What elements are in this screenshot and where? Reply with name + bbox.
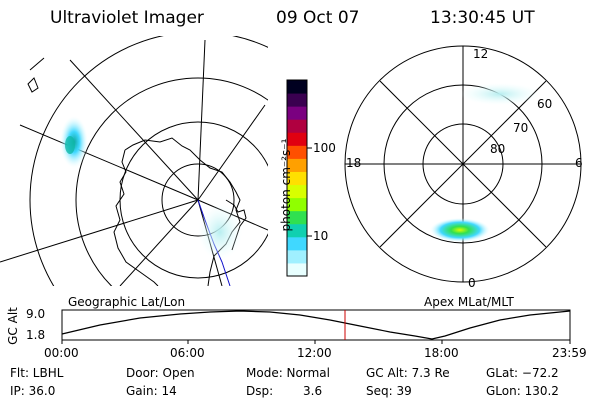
colorbar-segment [287,132,307,146]
instrument-title: Ultraviolet Imager [50,8,204,28]
colorbar-tick-label-10: 10 [313,229,329,243]
meridian-line [0,199,199,263]
apex-caption: Apex MLat/MLT [424,295,514,309]
mlat-label-70: 70 [513,121,529,135]
colorbar-segment [287,80,307,94]
colorbar-segment [287,249,307,264]
colorbar-frame [286,79,308,277]
time-label: 13:30:45 UT [430,8,535,28]
orbit-xtick-label: 00:00 [44,346,79,360]
dial-diagonal [379,80,547,248]
geographic-caption: Geographic Lat/Lon [68,295,186,309]
colorbar-segment [287,93,307,107]
altitude-curve [61,310,571,340]
colorbar-segment [287,223,307,238]
colorbar-segment [287,262,307,277]
mlt-label-6: 6 [575,156,583,170]
colorbar-segment [287,171,307,186]
orbit-ytick-bottom: 1.8 [26,328,46,342]
orbit-xtick-label: 12:00 [297,346,332,360]
orbit-xtick-label: 18:00 [424,346,459,360]
mlt-label-12: 12 [473,47,489,61]
mode-info: Mode: Normal [246,366,330,380]
orbit-ytick-top: 9.0 [26,307,46,321]
seq-info: Seq: 39 [366,384,412,398]
orbit-frame [61,309,571,341]
colorbar-segment [287,106,307,120]
orbit-ylabel: GC Alt [5,307,20,345]
dial-aurora-emission [430,218,490,242]
geographic-map [0,36,268,286]
filter-info: Flt: LBHL [10,366,64,380]
colorbar [286,79,312,277]
colorbar-segment [287,158,307,172]
mlt-label-0: 0 [468,276,476,290]
latitude-circle [161,163,235,237]
date-label: 09 Oct 07 [276,8,360,28]
meridian-line [69,59,199,201]
glat-info: GLat: −72.2 [486,366,559,380]
gc-alt-info: GC Alt: 7.3 Re [366,366,450,380]
dsp-label: Dsp: [246,384,274,398]
orbit-xtick-label: 23:59 [552,346,587,360]
meridian-line [19,124,199,201]
glon-info: GLon: 130.2 [486,384,559,398]
latitude-circle [75,77,268,286]
mlat-mlt-dial [344,45,582,283]
meridian-line [119,199,199,286]
gain-info: Gain: 14 [126,384,177,398]
orbit-xtick-label: 06:00 [170,346,205,360]
colorbar-segment [287,197,307,212]
latitude-circle [29,36,268,286]
meridian-line [197,104,266,201]
colorbar-segment [287,119,307,133]
colorbar-segment [287,236,307,251]
colorbar-segment [287,145,307,159]
dsp-value: 3.6 [303,384,323,398]
mlat-label-80: 80 [490,142,506,156]
aurora-faint-emission [198,204,242,260]
aurora-core [65,136,75,154]
colorbar-segment [287,210,307,225]
colorbar-tick-label-100: 100 [313,141,336,155]
colorbar-segment [287,184,307,199]
mlat-label-60: 60 [537,97,553,111]
coastline-islands [27,57,45,93]
ip-info: IP: 36.0 [10,384,56,398]
mlt-label-18: 18 [346,156,362,170]
orbit-plot [61,309,571,344]
dial-aurora-faint [460,83,540,105]
meridian-line [197,39,206,201]
colorbar-label: photon cm⁻²s⁻¹ [279,138,293,232]
door-info: Door: Open [126,366,195,380]
